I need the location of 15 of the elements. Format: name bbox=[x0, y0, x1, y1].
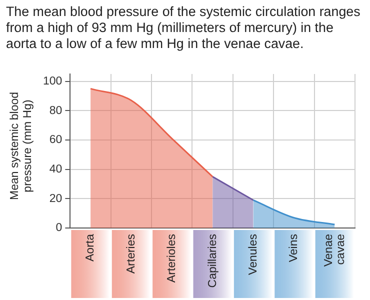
x-tick-label: Arteries bbox=[125, 234, 138, 274]
y-tick-label: 60 bbox=[49, 134, 62, 146]
chart-title: The mean blood pressure of the systemic circulation ranges from a high of 93 mm Hg (millimeters of mercury) in the aorta to a low of a few mm Hg in the venae cavae. bbox=[6, 4, 362, 52]
y-tick-label: 40 bbox=[49, 164, 62, 176]
x-tick-label: Veins bbox=[288, 234, 300, 262]
x-tick-label: Aorta bbox=[84, 233, 97, 262]
y-axis-title: Mean systemic blood pressure (mm Hg) bbox=[9, 90, 35, 202]
x-tick-label: Venules bbox=[247, 234, 260, 275]
y-tick-label: 80 bbox=[49, 104, 62, 117]
y-tick-label: 100 bbox=[43, 76, 62, 88]
y-tick-label: 20 bbox=[49, 192, 62, 205]
x-tick-label: Venae cavae bbox=[322, 234, 347, 267]
x-tick-label: Capillaries bbox=[206, 234, 219, 288]
x-tick-label: Arterioles bbox=[166, 234, 178, 283]
y-tick-label: 0 bbox=[56, 222, 62, 234]
